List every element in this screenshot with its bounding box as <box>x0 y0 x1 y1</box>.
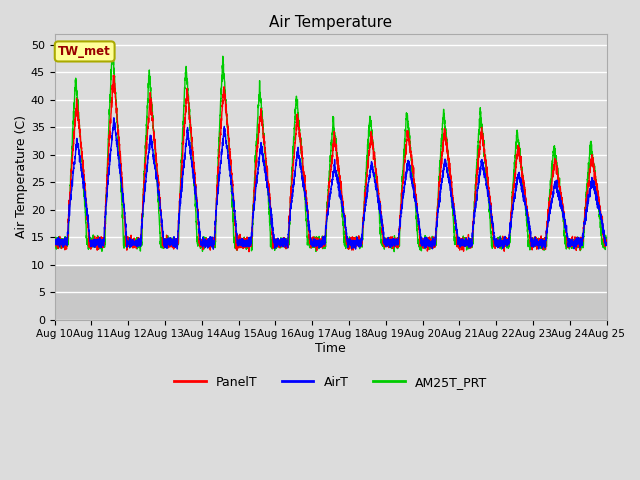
AirT <box>603 240 611 246</box>
AM25T_PRT <box>602 241 610 247</box>
Line: PanelT: PanelT <box>54 75 607 252</box>
AM25T_PRT <box>310 244 318 250</box>
PanelT <box>109 72 117 78</box>
AM25T_PRT <box>424 241 432 247</box>
Bar <box>54 265 607 320</box>
AM25T_PRT <box>486 215 493 221</box>
AirT <box>602 242 610 248</box>
PanelT <box>602 241 610 247</box>
Line: AM25T_PRT: AM25T_PRT <box>54 47 607 252</box>
AirT <box>310 237 318 243</box>
PanelT <box>454 238 462 244</box>
Legend: PanelT, AirT, AM25T_PRT: PanelT, AirT, AM25T_PRT <box>170 371 492 394</box>
AirT <box>486 204 493 209</box>
AM25T_PRT <box>390 249 398 254</box>
AirT <box>209 246 217 252</box>
AM25T_PRT <box>454 238 462 244</box>
PanelT <box>245 249 253 254</box>
AirT <box>150 159 158 165</box>
PanelT <box>486 197 493 203</box>
PanelT <box>310 238 318 244</box>
X-axis label: Time: Time <box>316 342 346 355</box>
PanelT <box>150 135 158 141</box>
PanelT <box>603 237 611 243</box>
AM25T_PRT <box>150 129 158 134</box>
AirT <box>424 238 432 244</box>
Y-axis label: Air Temperature (C): Air Temperature (C) <box>15 115 28 239</box>
AM25T_PRT <box>109 44 116 50</box>
AirT <box>454 240 462 246</box>
Text: TW_met: TW_met <box>58 45 111 58</box>
PanelT <box>424 236 432 242</box>
AirT <box>51 240 58 245</box>
AirT <box>110 115 118 120</box>
Title: Air Temperature: Air Temperature <box>269 15 392 30</box>
Line: AirT: AirT <box>54 118 607 249</box>
AM25T_PRT <box>51 240 58 246</box>
PanelT <box>51 240 58 245</box>
AM25T_PRT <box>603 237 611 242</box>
